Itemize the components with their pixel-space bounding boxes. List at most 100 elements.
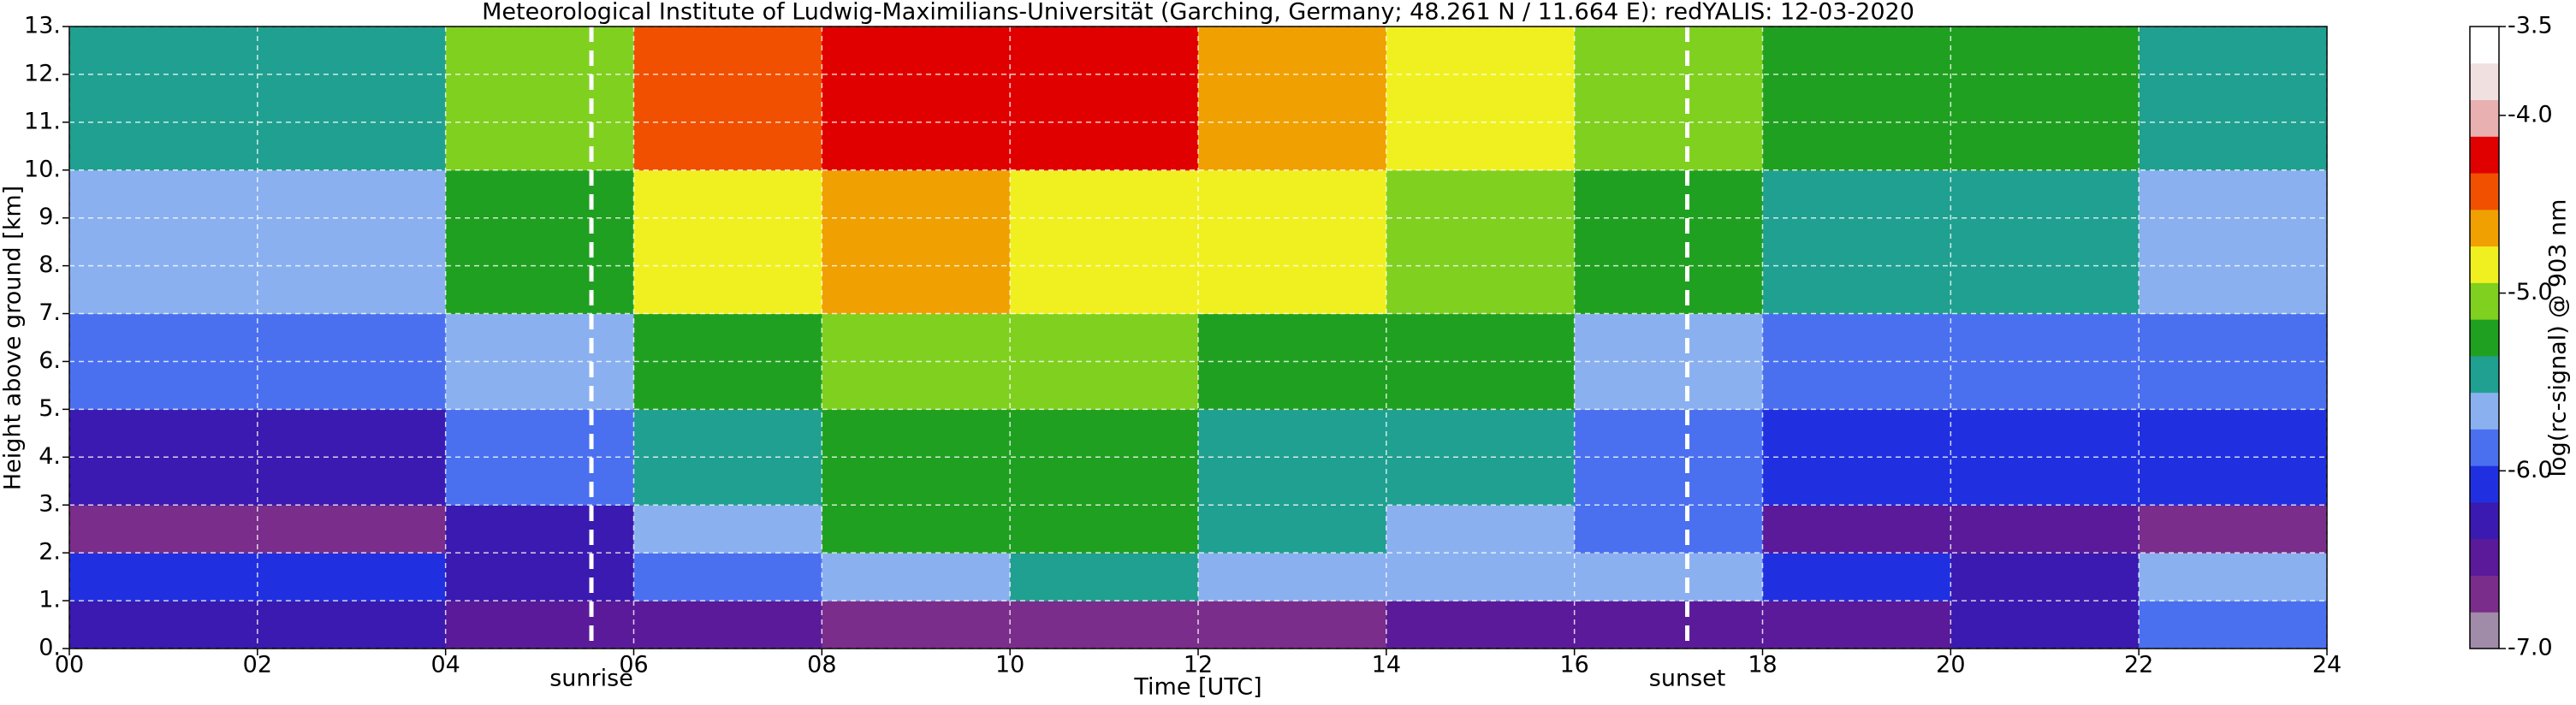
- heatmap-cell: [2139, 169, 2328, 315]
- heatmap-cell: [822, 505, 1011, 554]
- x-tick-label: 08: [807, 652, 836, 678]
- heatmap-cell: [822, 553, 1011, 601]
- heatmap-cell: [1574, 505, 1763, 554]
- y-tick-label: 12.: [24, 60, 61, 86]
- y-tick-label: 6.: [39, 347, 61, 374]
- heatmap-cell: [1386, 505, 1576, 554]
- y-tick-label: 0.: [39, 635, 61, 661]
- heatmap-cell: [69, 601, 258, 649]
- colorbar-segment: [2470, 282, 2499, 320]
- y-tick-label: 11.: [24, 108, 61, 134]
- colorbar-segment: [2470, 429, 2499, 466]
- heatmap-cell: [1574, 313, 1763, 410]
- heatmap-cell: [1762, 27, 1951, 171]
- heatmap-cell: [445, 169, 634, 315]
- colorbar-segment: [2470, 62, 2499, 101]
- heatmap-cell: [445, 409, 634, 506]
- y-tick-label: 2.: [39, 539, 61, 566]
- colorbar-segment: [2470, 27, 2499, 64]
- colorbar-tick-label: -7.0: [2508, 635, 2553, 661]
- heatmap-cell: [257, 553, 447, 601]
- heatmap-cell: [2139, 505, 2328, 554]
- heatmap-cell: [257, 505, 447, 554]
- plot-frame: [68, 26, 2328, 649]
- heatmap-cell: [633, 505, 822, 554]
- colorbar-segment: [2470, 392, 2499, 430]
- heatmap-cell: [1574, 169, 1763, 315]
- x-tick-label: 16: [1559, 652, 1588, 678]
- y-tick-label: 4.: [39, 443, 61, 470]
- heatmap-cell: [1198, 313, 1387, 410]
- colorbar-tick-label: -4.0: [2508, 101, 2553, 127]
- x-axis-label: Time [UTC]: [1133, 674, 1261, 701]
- x-tick-label: 12: [1184, 652, 1213, 678]
- colorbar-segment: [2470, 575, 2499, 613]
- heatmap-cell: [69, 27, 258, 171]
- heatmap-cell: [1010, 601, 1199, 649]
- heatmap-cell: [1386, 169, 1576, 315]
- heatmap-cell: [1950, 169, 2140, 315]
- x-tick-label: 22: [2124, 652, 2153, 678]
- heatmap-cell: [1386, 27, 1576, 171]
- heatmap-cell: [633, 409, 822, 506]
- y-tick-label: 8.: [39, 252, 61, 278]
- x-tick-label: 04: [430, 652, 460, 678]
- heatmap-cell: [1386, 553, 1576, 601]
- heatmap-cell: [1386, 313, 1576, 410]
- colorbar-segment: [2470, 612, 2499, 649]
- heatmap-cell: [257, 601, 447, 649]
- heatmap-cell: [822, 313, 1011, 410]
- heatmap-cell: [2139, 27, 2328, 171]
- y-axis-label: Height above ground [km]: [0, 186, 27, 490]
- heatmap-cell: [633, 313, 822, 410]
- heatmap-cell: [1010, 313, 1199, 410]
- chart-title: Meteorological Institute of Ludwig-Maxim…: [482, 0, 1914, 26]
- colorbar-segment: [2470, 501, 2499, 540]
- heatmap-cell: [445, 27, 634, 171]
- y-tick-label: 9.: [39, 204, 61, 230]
- heatmap-cell: [445, 313, 634, 410]
- heatmap-cell: [257, 169, 447, 315]
- heatmap-cell: [1574, 601, 1763, 649]
- heatmap-cell: [1574, 27, 1763, 171]
- heatmap-cell: [822, 409, 1011, 506]
- colorbar-frame: [2469, 26, 2500, 649]
- colorbar-segment: [2470, 246, 2499, 283]
- heatmap-cell: [69, 169, 258, 315]
- heatmap-cell: [633, 169, 822, 315]
- colorbar-segment: [2470, 355, 2499, 394]
- heatmap-cell: [2139, 553, 2328, 601]
- heatmap-cell: [69, 505, 258, 554]
- heatmap-cell: [445, 553, 634, 601]
- y-tick-label: 3.: [39, 491, 61, 518]
- colorbar-tick-label: -6.0: [2508, 457, 2553, 483]
- y-tick-label: 13.: [24, 13, 61, 39]
- colorbar-tick-label: -3.5: [2508, 13, 2553, 39]
- x-tick-label: 10: [995, 652, 1024, 678]
- heatmap-cell: [445, 505, 634, 554]
- heatmap-cell: [1950, 27, 2140, 171]
- heatmap-cell: [1386, 409, 1576, 506]
- heatmap-cell: [1950, 505, 2140, 554]
- heatmap-cell: [822, 601, 1011, 649]
- overlay: 0. 1. 2. 3. 4. 5. 6. 7. 8. 9. 10. 11. 12. 13. 00 02 04 06…: [24, 13, 2553, 692]
- y-tick-label: 5.: [39, 395, 61, 422]
- heatmap-cell: [1950, 313, 2140, 410]
- heatmap-cell: [1950, 601, 2140, 649]
- y-tick-label: 10.: [24, 156, 61, 182]
- x-tick-label: 24: [2312, 652, 2342, 678]
- heatmap-cell: [1574, 409, 1763, 506]
- heatmap-cell: [822, 169, 1011, 315]
- heatmap-cell: [1010, 553, 1199, 601]
- y-tick-label: 1.: [39, 587, 61, 613]
- heatmap-cell: [445, 601, 634, 649]
- heatmap-cell: [1762, 601, 1951, 649]
- annotation-label: sunrise: [549, 666, 633, 692]
- colorbar-label: log(rc-signal) @ 903 nm: [2545, 199, 2572, 477]
- heatmap-cell: [822, 27, 1011, 171]
- heatmap-cell: [2139, 409, 2328, 506]
- x-tick-label: 00: [55, 652, 84, 678]
- x-tick-label: 02: [243, 652, 272, 678]
